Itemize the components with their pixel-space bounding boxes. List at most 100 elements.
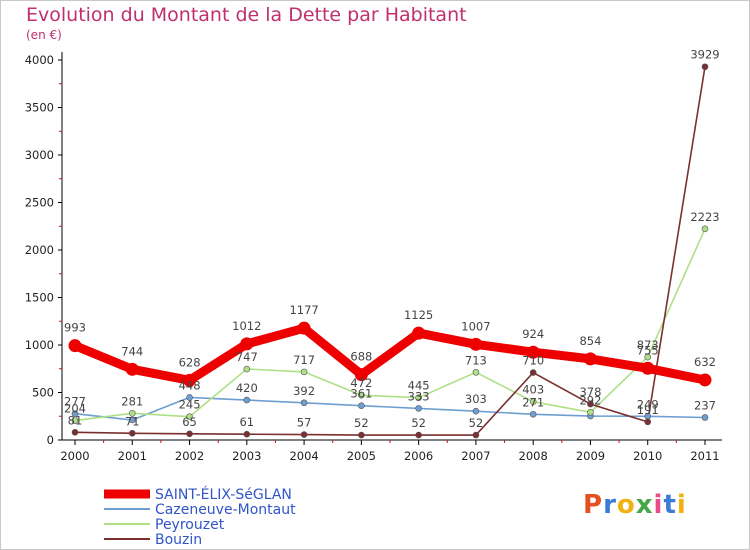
data-point (526, 345, 540, 359)
data-label: 191 (637, 403, 659, 417)
data-point (243, 396, 251, 404)
data-point (240, 337, 254, 351)
data-point (641, 361, 655, 375)
data-point (183, 373, 197, 387)
data-label: 61 (239, 415, 254, 429)
data-point (587, 408, 594, 416)
data-point (415, 431, 422, 439)
data-point (412, 326, 426, 340)
data-point (472, 407, 480, 415)
data-label: 1007 (461, 319, 490, 333)
data-label: 472 (350, 376, 372, 390)
data-label: 333 (408, 389, 430, 403)
data-label: 1012 (232, 319, 261, 333)
data-point (243, 365, 251, 373)
series-line (74, 65, 706, 436)
data-label: 448 (179, 378, 201, 392)
x-tick-label: 2005 (347, 449, 376, 463)
data-point (644, 418, 652, 426)
data-label: 445 (408, 379, 430, 393)
logo-letter: x (635, 490, 654, 520)
data-point (701, 414, 709, 421)
data-label: 392 (293, 384, 315, 398)
data-point (472, 368, 480, 376)
data-label: 81 (68, 413, 83, 427)
x-tick-label: 2007 (461, 449, 490, 463)
data-label: 755 (637, 343, 659, 357)
data-point (358, 391, 365, 399)
chart-series-lines (70, 65, 710, 436)
data-label: 52 (354, 416, 369, 430)
data-point (243, 430, 251, 438)
chart-subtitle: (en €) (26, 28, 62, 42)
x-tick-label: 2001 (118, 449, 147, 463)
chart-title: Evolution du Montant de la Dette par Hab… (26, 4, 467, 26)
data-point (300, 399, 308, 407)
data-label: 237 (694, 398, 716, 412)
chart-legend: SAINT-ÉLIX-SéGLANCazeneuve-MontautPeyrou… (104, 486, 296, 548)
data-point (529, 410, 537, 418)
data-label: 747 (236, 350, 258, 364)
y-tick-label: 2500 (25, 196, 54, 210)
data-label: 378 (579, 385, 601, 399)
data-label: 632 (694, 355, 716, 369)
x-tick-label: 2004 (289, 449, 318, 463)
data-label: 2223 (690, 210, 719, 224)
chart-axes: 0 500 1000 1500 2000 2500 3000 3500 4000 2000 2001… (25, 52, 722, 463)
data-point (186, 413, 193, 421)
y-tick-label: 2000 (25, 243, 54, 257)
data-label: 71 (125, 414, 140, 428)
data-label: 52 (411, 416, 426, 430)
y-tick-label: 3500 (25, 101, 54, 115)
logo-letter: r (603, 490, 617, 520)
y-tick-label: 0 (47, 433, 54, 447)
legend-label: SAINT-ÉLIX-SéGLAN (155, 486, 292, 503)
x-tick-label: 2010 (633, 449, 662, 463)
data-point (358, 431, 365, 439)
series-line (74, 396, 706, 421)
data-label: 993 (64, 321, 86, 335)
data-label: 688 (350, 350, 372, 364)
data-label: 3929 (690, 48, 719, 62)
series-line (70, 323, 710, 385)
data-label: 249 (637, 397, 659, 411)
data-label: 924 (522, 327, 544, 341)
data-point (71, 417, 79, 424)
data-label: 281 (121, 394, 143, 408)
x-tick-label: 2002 (175, 449, 204, 463)
x-tick-label: 2000 (60, 449, 89, 463)
data-point (698, 373, 712, 387)
data-point (71, 410, 79, 417)
data-point (415, 394, 422, 402)
logo-letter: i (653, 490, 664, 520)
legend-label: Cazeneuve-Montaut (155, 502, 296, 518)
data-point (354, 368, 368, 382)
data-point (469, 337, 483, 351)
data-point (358, 402, 365, 410)
data-point (68, 339, 82, 353)
x-tick-label: 2003 (232, 449, 261, 463)
data-point (71, 429, 79, 436)
data-point (529, 369, 537, 376)
data-label: 710 (522, 354, 544, 368)
data-label: 403 (522, 383, 544, 397)
data-label: 713 (465, 353, 487, 367)
data-label: 744 (121, 344, 143, 358)
data-label: 854 (579, 334, 601, 348)
data-point (186, 394, 193, 401)
y-tick-label: 1500 (25, 291, 54, 305)
data-label: 1177 (289, 303, 318, 317)
data-label: 873 (637, 338, 659, 352)
data-point (701, 225, 709, 233)
data-point (529, 398, 537, 406)
data-point (415, 405, 422, 412)
data-label: 420 (236, 381, 258, 395)
data-point (128, 410, 136, 417)
data-label: 717 (293, 353, 315, 367)
logo-letter: t (663, 490, 677, 520)
data-point (472, 431, 480, 439)
data-point (300, 368, 308, 376)
x-tick-label: 2008 (519, 449, 548, 463)
data-point (587, 400, 594, 408)
